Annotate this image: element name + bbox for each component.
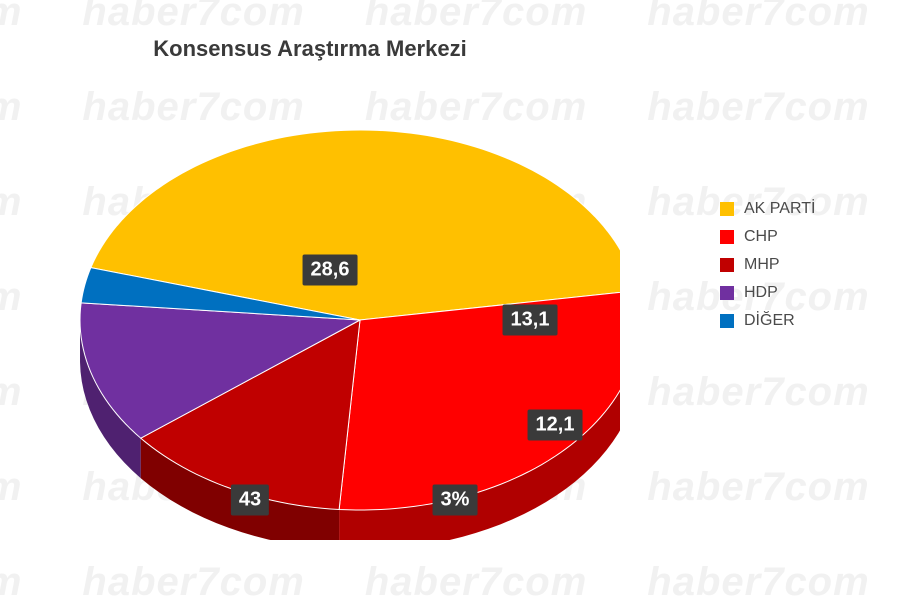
legend-item-chp: CHP [720, 228, 890, 246]
data-label-chp: 28,6 [303, 255, 358, 286]
data-label-diger: 3% [433, 485, 478, 516]
legend-label: AK PARTİ [744, 200, 815, 218]
chart-title: Konsensus Araştırma Merkezi [0, 36, 620, 62]
legend-item-ak_parti: AK PARTİ [720, 200, 890, 218]
legend-item-diger: DİĞER [720, 312, 890, 330]
data-label-mhp: 13,1 [503, 305, 558, 336]
legend-label: DİĞER [744, 312, 795, 330]
pie-chart: 43 28,6 13,1 12,1 3% [60, 100, 620, 540]
legend-swatch [720, 314, 734, 328]
legend-label: MHP [744, 256, 780, 274]
legend-swatch [720, 286, 734, 300]
legend-swatch [720, 202, 734, 216]
legend: AK PARTİ CHP MHP HDP DİĞER [720, 200, 890, 340]
legend-item-hdp: HDP [720, 284, 890, 302]
legend-label: HDP [744, 284, 778, 302]
legend-swatch [720, 230, 734, 244]
data-label-ak_parti: 43 [231, 485, 269, 516]
data-label-hdp: 12,1 [528, 410, 583, 441]
legend-swatch [720, 258, 734, 272]
legend-item-mhp: MHP [720, 256, 890, 274]
legend-label: CHP [744, 228, 778, 246]
